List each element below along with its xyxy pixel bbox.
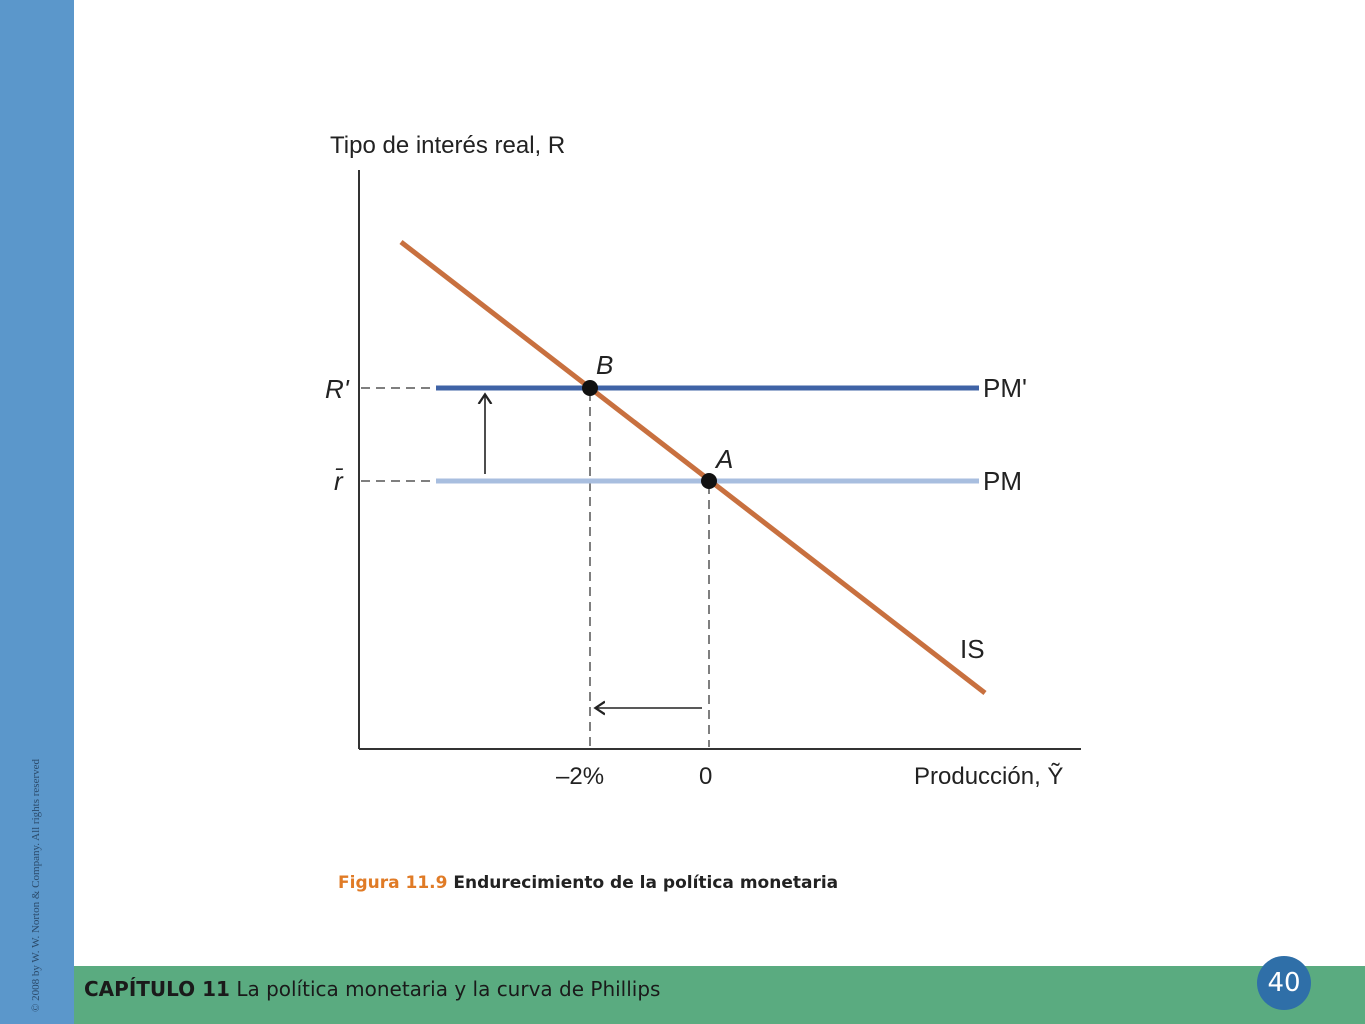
- chapter-title: CAPÍTULO 11 La política monetaria y la c…: [84, 977, 660, 1001]
- x-tick-minus-two: –2%: [556, 763, 604, 790]
- y-tick-r-prime: R': [325, 374, 350, 404]
- point-b-marker: [582, 380, 598, 396]
- point-b-label: B: [596, 350, 613, 380]
- is-label: IS: [960, 634, 985, 664]
- figure-label: Figura 11.9: [338, 873, 448, 893]
- chapter-prefix: CAPÍTULO 11: [84, 977, 230, 1001]
- x-axis-title: Producción, Ỹ: [914, 763, 1063, 790]
- figure-caption: Figura 11.9 Endurecimiento de la polític…: [338, 873, 838, 893]
- y-axis-title: Tipo de interés real, R: [330, 132, 565, 159]
- x-tick-zero: 0: [699, 763, 712, 790]
- figure-title: Endurecimiento de la política monetaria: [453, 873, 839, 893]
- footer-bar: [74, 966, 1365, 1024]
- sidebar: [0, 0, 74, 1024]
- pm-prime-label: PM': [983, 373, 1027, 403]
- chapter-name: La política monetaria y la curva de Phil…: [236, 977, 661, 1001]
- is-curve: [399, 240, 987, 695]
- y-tick-r-bar: r̄: [334, 466, 344, 496]
- point-a-marker: [701, 473, 717, 489]
- page-number-badge: 40: [1257, 956, 1311, 1010]
- point-a-label: A: [714, 444, 733, 474]
- pm-label: PM: [983, 466, 1022, 496]
